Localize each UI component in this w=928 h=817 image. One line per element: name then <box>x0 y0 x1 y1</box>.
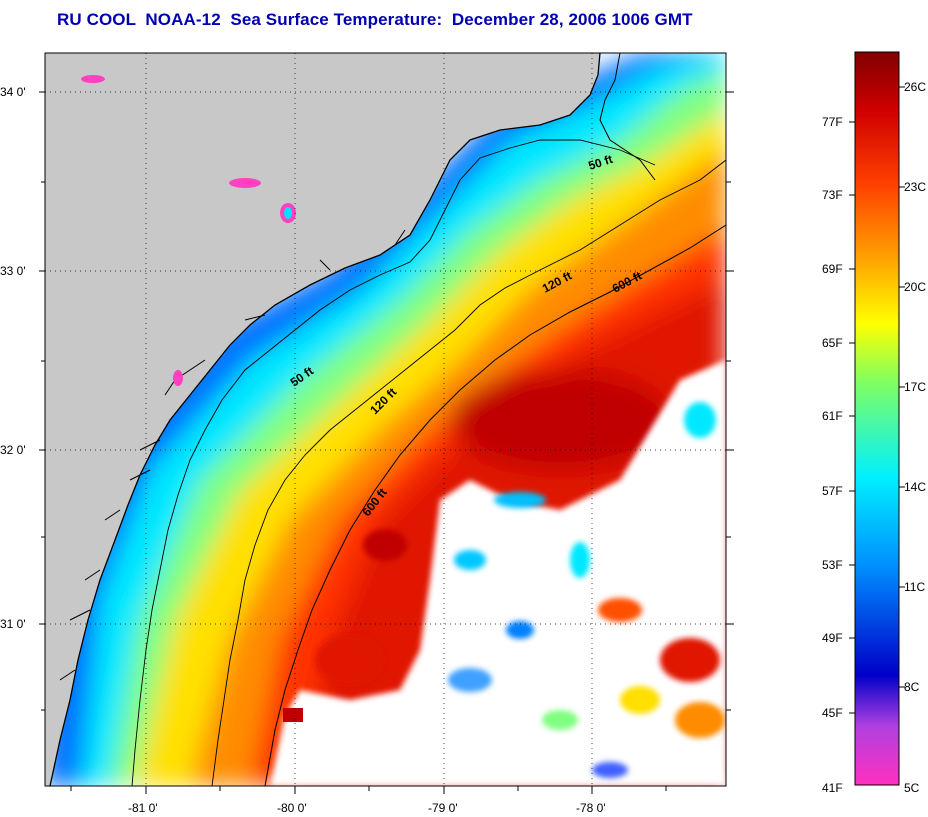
graticule <box>45 53 726 786</box>
lat-label-33: 33 0' <box>0 264 26 278</box>
cbar-c-14: 14C <box>904 480 926 494</box>
cbar-f-65: 65F <box>822 336 843 350</box>
cbar-f-49: 49F <box>822 631 843 645</box>
frame-ticks <box>39 91 734 794</box>
lat-label-31: 31 0' <box>0 617 26 631</box>
land-mass <box>45 53 600 786</box>
cbar-c-17: 17C <box>904 380 926 394</box>
cbar-f-61: 61F <box>822 409 843 423</box>
isobath-120ft <box>211 159 726 786</box>
lon-label-79: -79 0' <box>428 801 458 815</box>
lon-label-81: -81 0' <box>128 801 158 815</box>
lat-label-32: 32 0' <box>0 443 26 457</box>
cbar-f-77: 77F <box>822 115 843 129</box>
coastline <box>49 53 601 786</box>
cloud-mask <box>270 360 726 786</box>
colorbar <box>854 51 900 786</box>
cbar-c-23: 23C <box>904 180 926 194</box>
cbar-f-45: 45F <box>822 706 843 720</box>
cbar-f-57: 57F <box>822 484 843 498</box>
chart-title: RU COOL NOAA-12 Sea Surface Temperature:… <box>57 10 693 29</box>
lon-label-80: -80 0' <box>277 801 307 815</box>
lon-label-78: -78 0' <box>576 801 606 815</box>
map-frame-contents <box>45 53 726 786</box>
map-frame <box>44 52 727 787</box>
cbar-f-69: 69F <box>822 262 843 276</box>
isobath-50ft <box>131 139 656 786</box>
cbar-f-41: 41F <box>822 781 843 795</box>
colorbar-ticks <box>849 86 905 714</box>
lat-label-34: 34 0' <box>0 85 26 99</box>
cbar-c-5: 5C <box>904 781 920 795</box>
cbar-c-20: 20C <box>904 280 926 294</box>
colorbar-c-labels: 26C 23C 20C 17C 14C 11C 8C 5C <box>904 80 926 795</box>
isobath-600ft <box>264 224 726 786</box>
cbar-f-53: 53F <box>822 558 843 572</box>
colorbar-f-labels: 77F 73F 69F 65F 61F 57F 53F 49F 45F 41F <box>822 115 843 795</box>
cbar-c-8: 8C <box>904 680 920 694</box>
axis-labels: -81 0' -80 0' -79 0' -78 0' 34 0' 33 0' … <box>0 85 606 815</box>
cbar-c-11: 11C <box>904 580 925 594</box>
cbar-c-26: 26C <box>904 80 926 94</box>
cbar-f-73: 73F <box>822 188 843 202</box>
